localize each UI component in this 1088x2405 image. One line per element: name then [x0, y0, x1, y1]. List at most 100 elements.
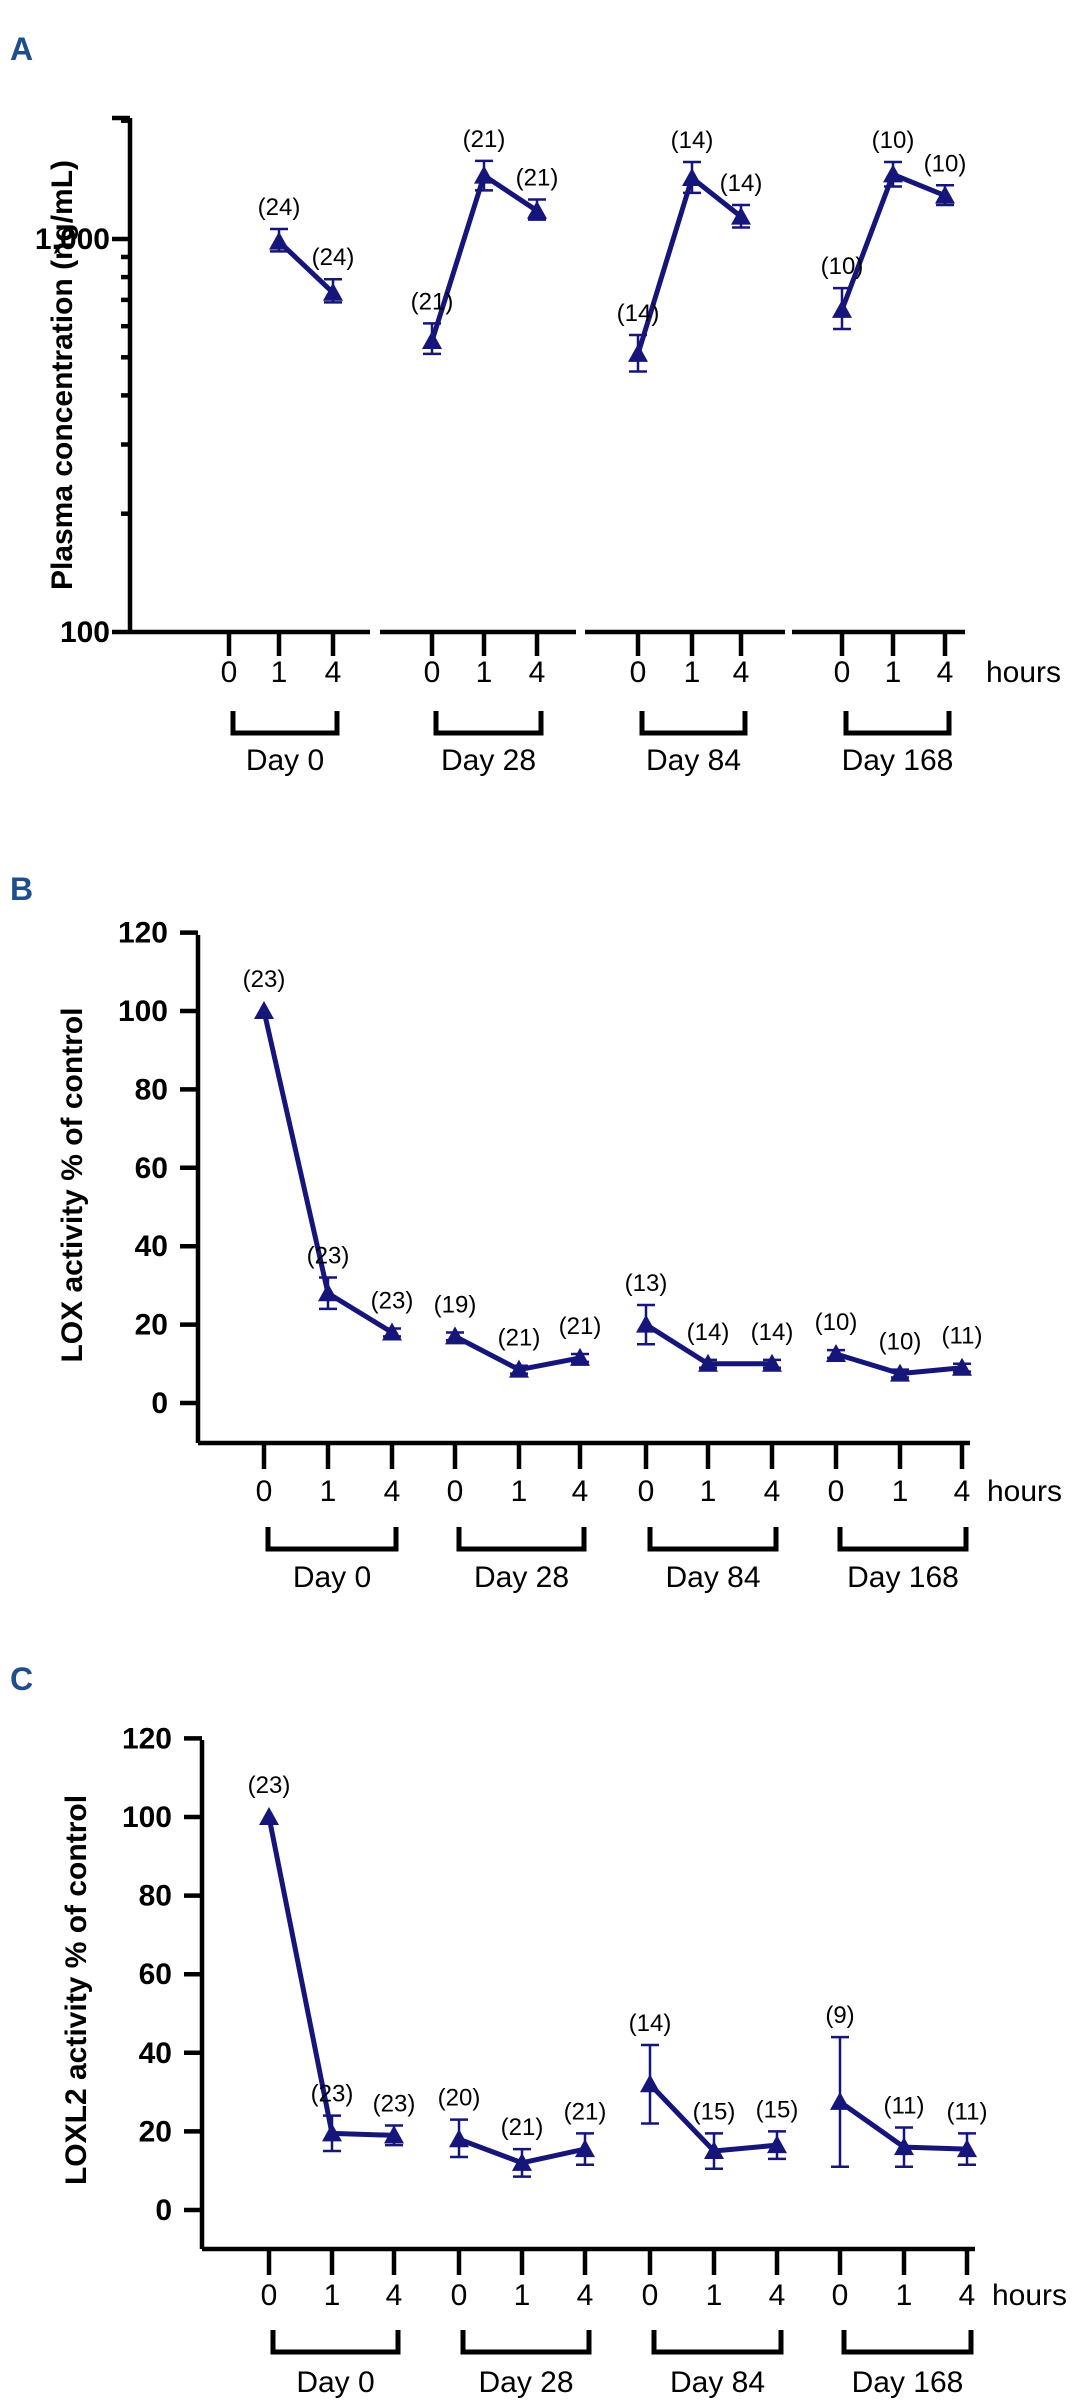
panel-c-y-tick-label: 100	[122, 1801, 172, 1834]
panel-b-data-point	[952, 1357, 972, 1376]
panel-b-bracket-day-0	[265, 1527, 399, 1552]
panel-b-data-point	[382, 1322, 402, 1341]
panel-c-n-label: (23)	[373, 2090, 416, 2117]
panel-b-x-tick-label: 4	[764, 1475, 781, 1508]
panel-a-bracket-day-0	[230, 711, 340, 736]
panel-c-group-label-day-168: Day 168	[852, 2366, 964, 2399]
panel-b-n-label: (14)	[751, 1319, 794, 1346]
panel-c-bracket-day-28	[460, 2330, 592, 2355]
panel-c-data-point	[512, 2152, 532, 2171]
panel-a-x-tick-label: 1	[885, 656, 902, 689]
panel-a-data-point	[832, 299, 852, 318]
panel-b-group-label-day-0: Day 0	[293, 1561, 371, 1594]
panel-a-label: A	[10, 31, 33, 67]
panel-c-x-tick-label: 4	[577, 2279, 594, 2312]
panel-a-n-label: (14)	[671, 127, 714, 154]
panel-c-x-tick-label: 0	[261, 2279, 278, 2312]
panel-a-x-tick-label: 1	[271, 656, 288, 689]
panel-c-bracket-day-168	[841, 2330, 974, 2355]
panel-a-x-tick-label: 0	[221, 656, 238, 689]
panel-c-n-label: (11)	[884, 2092, 925, 2119]
panel-c-x-tick-label: 4	[959, 2279, 976, 2312]
panel-c-x-tick-label: 1	[324, 2279, 341, 2312]
panel-a-data-point	[883, 164, 903, 183]
panel-a-x-tick-label: 4	[529, 656, 546, 689]
panel-a-group-label-day-84: Day 84	[646, 744, 741, 777]
panel-a-x-tick-label: 1	[684, 656, 701, 689]
panel-c-y-axis-label: LOXL2 activity % of control	[60, 1795, 93, 2185]
panel-b-bracket-day-28	[456, 1527, 587, 1552]
panel-a-data-point	[422, 331, 442, 350]
panel-c-x-unit-label: hours	[992, 2279, 1067, 2312]
panel-c-n-label: (9)	[825, 2002, 854, 2029]
panel-a-n-label: (24)	[312, 244, 355, 271]
panel-a-x-tick-label: 0	[834, 656, 851, 689]
panel-c-y-tick-label: 0	[155, 2194, 172, 2227]
panel-b-data-point	[698, 1353, 718, 1372]
panel-b-data-point	[254, 1001, 274, 1019]
panel-b-n-label: (21)	[498, 1325, 541, 1352]
panel-c-x-tick-label: 0	[832, 2279, 849, 2312]
panel-a-group-label-day-168: Day 168	[842, 744, 954, 777]
panel-b-bracket-day-84	[647, 1527, 779, 1552]
panel-c-data-point	[575, 2139, 595, 2158]
panel-b-n-label: (23)	[371, 1287, 414, 1314]
panel-b-y-tick-label: 60	[135, 1152, 168, 1185]
panel-c-x-tick-label: 1	[706, 2279, 723, 2312]
panel-a-n-label: (24)	[258, 194, 301, 221]
panel-c-n-label: (20)	[438, 2085, 481, 2112]
panel-b-x-tick-label: 0	[828, 1475, 845, 1508]
panel-b-n-label: (23)	[243, 966, 286, 993]
panel-c-n-label: (14)	[629, 2010, 672, 2037]
panel-b-y-tick-label: 80	[135, 1073, 168, 1106]
panel-c-data-point	[830, 2091, 850, 2110]
panel-b-n-label: (10)	[879, 1329, 922, 1356]
panel-a-y-tick-label: 1,000	[35, 223, 110, 256]
panel-b-n-label: (14)	[687, 1319, 730, 1346]
panel-c-data-point	[894, 2137, 914, 2156]
panel-b-data-point	[570, 1347, 590, 1366]
panel-a-y-axis-label: Plasma concentration (ng/mL)	[46, 160, 79, 590]
panel-b-data-point	[636, 1314, 656, 1333]
panel-c-n-label: (23)	[311, 2081, 354, 2108]
panel-a-n-label: (10)	[872, 127, 915, 154]
panel-b-data-point	[445, 1326, 465, 1345]
panel-c-data-point	[767, 2135, 787, 2154]
panel-b-y-tick-label: 100	[118, 995, 168, 1028]
panel-b-x-tick-label: 1	[511, 1475, 528, 1508]
panel-a-bracket-day-84	[639, 711, 748, 736]
panel-b-label: B	[10, 871, 33, 907]
panel-a-series-line-day-0	[277, 239, 335, 295]
panel-b-y-tick-label: 40	[135, 1230, 168, 1263]
panel-c-data-point	[384, 2125, 404, 2144]
panel-b-y-tick-label: 0	[151, 1387, 168, 1420]
panel-c-group-label-day-84: Day 84	[670, 2366, 765, 2399]
panel-a-y-tick-label: 100	[60, 616, 110, 649]
panel-c-group-label-day-0: Day 0	[296, 2366, 374, 2399]
panel-c-data-point	[957, 2139, 977, 2158]
panel-a-n-label: (21)	[411, 288, 454, 315]
panel-c-y-tick-label: 40	[139, 2037, 172, 2070]
panel-b-x-unit-label: hours	[987, 1475, 1062, 1508]
panel-a-n-label: (14)	[720, 170, 763, 197]
panel-a-data-point	[682, 167, 702, 186]
panel-b-y-tick-label: 20	[135, 1309, 168, 1342]
panel-c-n-label: (15)	[693, 2098, 736, 2125]
panel-b-bracket-day-168	[837, 1527, 969, 1552]
panel-a-n-label: (10)	[924, 150, 967, 177]
panel-c-bracket-day-0	[270, 2330, 401, 2355]
panel-c-x-tick-label: 4	[386, 2279, 403, 2312]
panel-a-bracket-day-28	[433, 711, 544, 736]
panel-b-group-label-day-168: Day 168	[847, 1561, 959, 1594]
panel-c-y-tick-label: 80	[139, 1880, 172, 1913]
panel-a-group-label-day-28: Day 28	[441, 744, 536, 777]
panel-a-data-point	[474, 165, 494, 184]
panel-c-y-tick-label: 60	[139, 1958, 172, 1991]
panel-b-data-point	[826, 1344, 846, 1362]
panel-c-data-point	[449, 2129, 469, 2148]
panel-b-n-label: (13)	[625, 1270, 668, 1297]
panel-c-data-point	[640, 2074, 660, 2093]
panel-b-n-label: (23)	[307, 1243, 350, 1270]
panel-c-group-label-day-28: Day 28	[478, 2366, 573, 2399]
